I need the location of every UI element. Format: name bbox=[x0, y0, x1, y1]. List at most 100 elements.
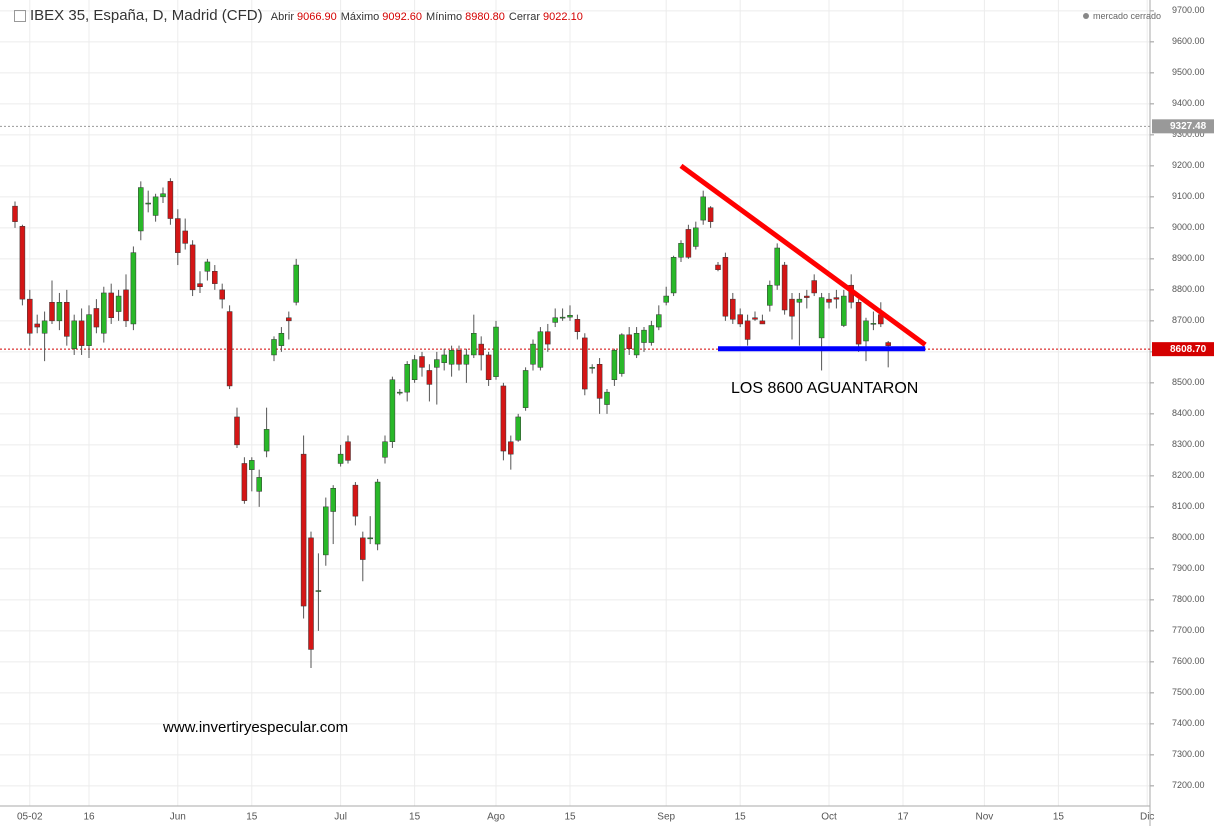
ohlc-info: Abrir 9066.90 Máximo 9092.60 Mínimo 8980.80 Ce… bbox=[267, 7, 583, 24]
candle-body bbox=[352, 484, 359, 517]
info-value: 9092.60 bbox=[382, 11, 423, 23]
x-tick-label: 17 bbox=[897, 812, 909, 823]
candle-body bbox=[249, 460, 255, 470]
y-tick-label: 9600.00 bbox=[1172, 36, 1205, 46]
candle-body bbox=[27, 298, 33, 334]
candle-body bbox=[241, 463, 248, 501]
candle-body bbox=[93, 308, 100, 328]
candle-body bbox=[219, 289, 225, 300]
candle-body bbox=[204, 261, 211, 272]
y-tick-label: 8800.00 bbox=[1172, 284, 1205, 294]
candle-body bbox=[323, 506, 329, 556]
x-tick-label: 15 bbox=[564, 812, 576, 823]
y-tick-label: 8300.00 bbox=[1172, 439, 1205, 449]
y-tick-label: 7600.00 bbox=[1172, 656, 1205, 666]
candle-body bbox=[545, 331, 551, 345]
y-tick-label: 9300.00 bbox=[1172, 129, 1205, 139]
candle-body bbox=[197, 283, 203, 287]
y-tick-label: 8000.00 bbox=[1172, 532, 1205, 542]
candle-body bbox=[567, 315, 573, 318]
candle-body bbox=[485, 354, 492, 381]
y-tick-label: 7700.00 bbox=[1172, 625, 1205, 635]
candle-body bbox=[101, 292, 107, 334]
y-tick-label: 9100.00 bbox=[1172, 191, 1205, 201]
candle-body bbox=[589, 367, 595, 369]
y-tick-label: 8100.00 bbox=[1172, 501, 1205, 511]
candle-body bbox=[656, 314, 662, 328]
candle-body bbox=[500, 385, 507, 452]
y-tick-label: 7500.00 bbox=[1172, 687, 1205, 697]
info-value: 9066.90 bbox=[297, 11, 337, 23]
candle-body bbox=[337, 453, 344, 464]
candle-body bbox=[781, 264, 788, 311]
candle-body bbox=[693, 227, 699, 247]
x-tick-label: 15 bbox=[1053, 812, 1065, 823]
y-tick-label: 9500.00 bbox=[1172, 67, 1205, 77]
annotation: LOS 8600 AGUANTARON bbox=[731, 380, 918, 397]
price-label-box bbox=[1152, 119, 1214, 134]
info-label: Abrir bbox=[270, 11, 294, 23]
candle-body bbox=[234, 416, 240, 446]
candle-body bbox=[389, 379, 396, 442]
candle-body bbox=[633, 333, 640, 356]
candle-body bbox=[41, 320, 48, 334]
y-tick-label: 7300.00 bbox=[1172, 749, 1205, 759]
candle-body bbox=[397, 391, 403, 394]
candle-body bbox=[419, 356, 425, 368]
chart-title: IBEX 35, España, D, Madrid (CFD) bbox=[30, 7, 263, 24]
candle-body bbox=[604, 391, 610, 405]
candle-body bbox=[34, 323, 40, 328]
candle-body bbox=[86, 314, 92, 346]
candle-body bbox=[700, 196, 706, 221]
candle-body bbox=[537, 331, 544, 368]
candle-body bbox=[345, 441, 351, 461]
y-tick-label: 9000.00 bbox=[1172, 222, 1205, 232]
candle-body bbox=[493, 326, 499, 377]
candle-body bbox=[811, 280, 817, 294]
y-tick-label: 8400.00 bbox=[1172, 408, 1205, 418]
x-tick-label: 05-02 bbox=[17, 812, 43, 823]
candle-body bbox=[752, 317, 758, 320]
candle-body bbox=[641, 329, 647, 343]
candle-body bbox=[78, 320, 85, 346]
candle-body bbox=[670, 257, 677, 294]
candle-body bbox=[515, 416, 521, 441]
candle-body bbox=[678, 243, 684, 258]
y-tick-label: 7400.00 bbox=[1172, 718, 1205, 728]
candle-body bbox=[49, 302, 55, 322]
candle-body bbox=[885, 342, 891, 346]
candle-body bbox=[730, 298, 736, 320]
x-tick-label: 15 bbox=[246, 812, 258, 823]
info-label: Máximo bbox=[340, 11, 380, 23]
info-value: 9022.10 bbox=[543, 11, 583, 23]
y-tick-label: 9400.00 bbox=[1172, 98, 1205, 108]
y-tick-label: 7800.00 bbox=[1172, 594, 1205, 604]
candle-body bbox=[559, 316, 566, 319]
candle-body bbox=[145, 202, 151, 205]
candle-body bbox=[774, 247, 780, 286]
x-tick-label: 16 bbox=[83, 812, 95, 823]
candle-body bbox=[330, 488, 336, 512]
icon bbox=[14, 10, 26, 23]
y-tick-label: 9700.00 bbox=[1172, 5, 1205, 15]
candle-body bbox=[522, 370, 529, 408]
candle-body bbox=[818, 297, 825, 339]
x-tick-label: Jun bbox=[170, 812, 186, 823]
candle-body bbox=[508, 441, 514, 455]
candle-body bbox=[456, 350, 462, 365]
candle-body bbox=[855, 302, 862, 345]
candle-body bbox=[382, 441, 388, 458]
candle-body bbox=[189, 244, 196, 291]
x-tick-label: 15 bbox=[735, 812, 747, 823]
market-status: mercado cerrado bbox=[1083, 11, 1161, 21]
candle-body bbox=[744, 320, 751, 340]
candle-body bbox=[138, 187, 144, 232]
candle-body bbox=[552, 317, 558, 323]
x-tick-label: Oct bbox=[821, 812, 837, 823]
y-tick-label: 8500.00 bbox=[1172, 377, 1205, 387]
candle-body bbox=[115, 295, 122, 312]
candle-body bbox=[19, 226, 26, 300]
y-tick-label: 9200.00 bbox=[1172, 160, 1205, 170]
